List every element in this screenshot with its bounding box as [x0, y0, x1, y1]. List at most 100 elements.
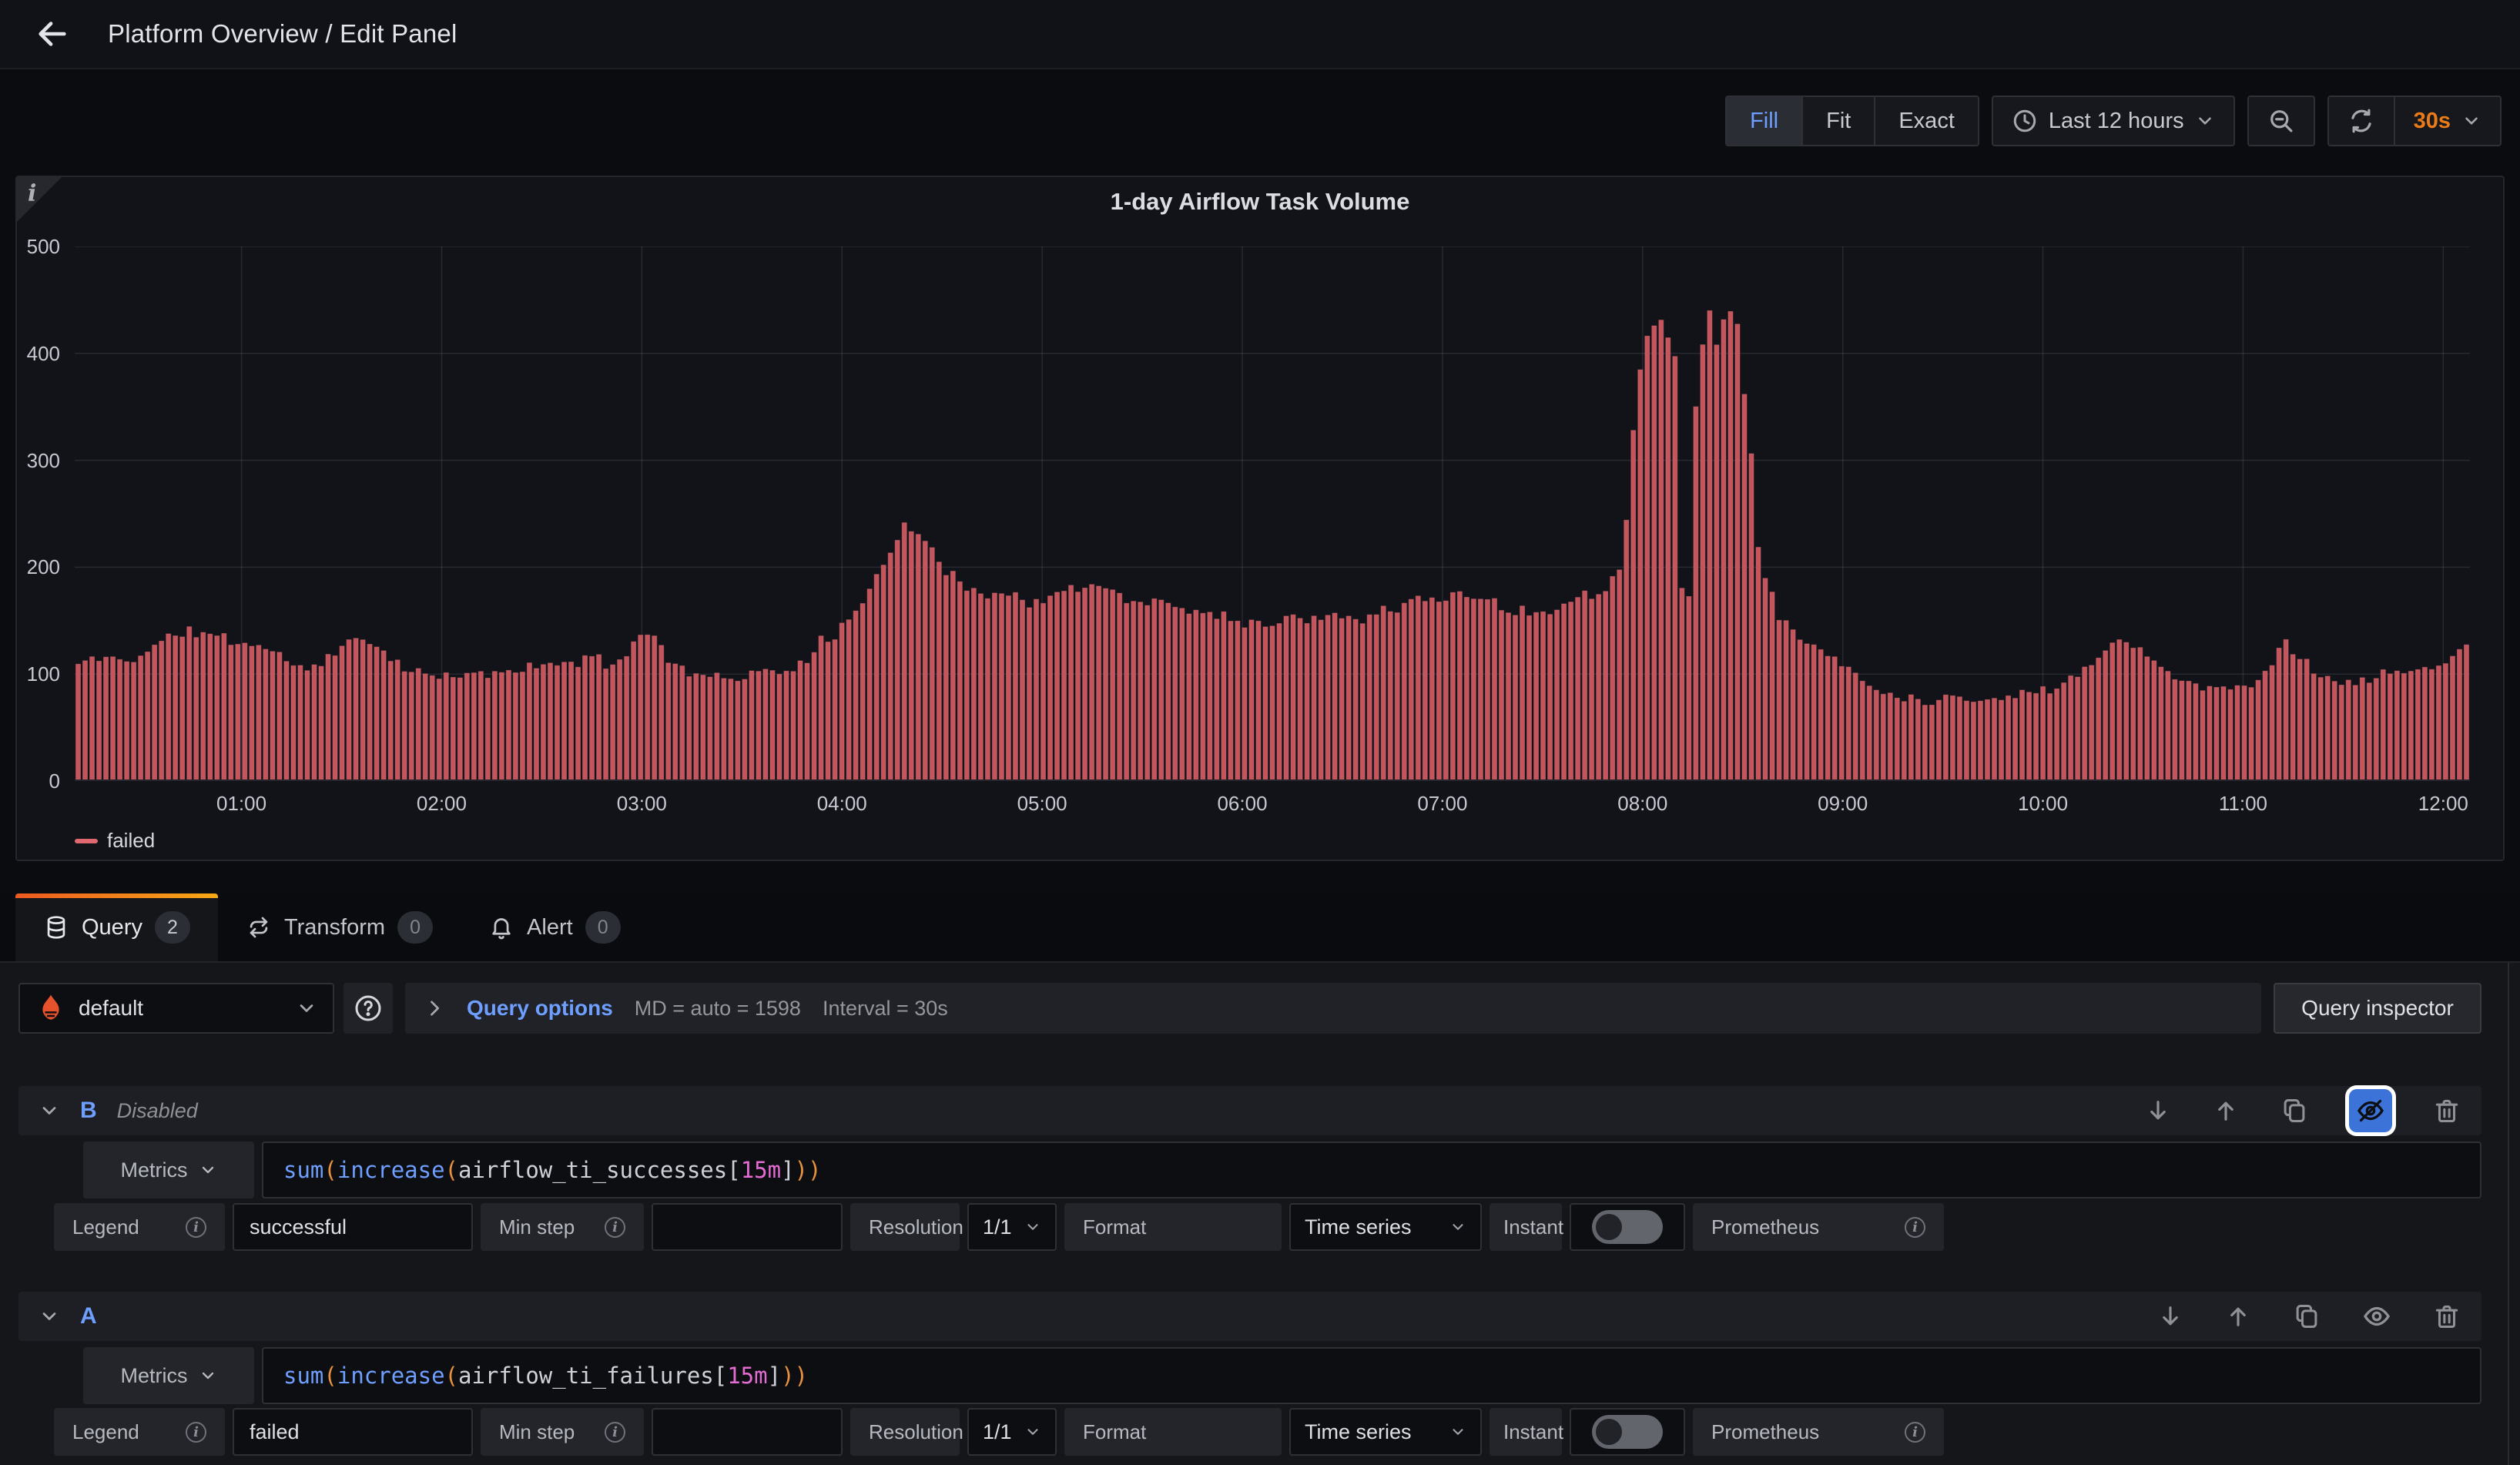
arrow-down-icon — [2144, 1097, 2172, 1125]
copy-icon — [2292, 1302, 2321, 1331]
metrics-label: Metrics — [121, 1364, 188, 1388]
token: ( — [323, 1157, 337, 1183]
query-a-metrics-selector[interactable]: Metrics — [83, 1347, 254, 1404]
arrow-down-icon — [2156, 1302, 2184, 1330]
info-icon: i — [605, 1422, 625, 1443]
move-down-button[interactable] — [2144, 1097, 2172, 1125]
y-tick-label: 500 — [17, 235, 60, 259]
query-inspector-button[interactable]: Query inspector — [2274, 983, 2481, 1034]
tab-transform-count: 0 — [397, 911, 433, 944]
y-tick-label: 200 — [17, 555, 60, 579]
fit-button[interactable]: Fit — [1801, 97, 1874, 145]
copy-icon — [2280, 1096, 2309, 1125]
format-select[interactable]: Time series — [1289, 1408, 1482, 1456]
query-ref-a: A — [80, 1303, 97, 1329]
query-options-strip: Query options MD = auto = 1598 Interval … — [405, 983, 2261, 1034]
duplicate-query-button[interactable] — [2280, 1096, 2309, 1125]
instant-toggle[interactable] — [1570, 1408, 1685, 1456]
scrollbar-track[interactable] — [2508, 963, 2509, 1465]
delete-query-button[interactable] — [2432, 1302, 2461, 1331]
query-editor-section: default Query options MD = auto = 1598 I… — [0, 963, 2520, 1465]
chevron-down-icon — [199, 1161, 217, 1179]
duplicate-query-button[interactable] — [2292, 1302, 2321, 1331]
zoom-out-button[interactable] — [2249, 97, 2314, 145]
token: airflow_ti_successes — [458, 1157, 727, 1183]
resolution-field-label: Resolution — [850, 1203, 960, 1251]
move-up-button[interactable] — [2224, 1302, 2252, 1330]
toggle-visibility-button[interactable] — [2361, 1301, 2392, 1332]
datasource-field-label: Prometheusi — [1693, 1203, 1944, 1251]
trash-icon — [2432, 1302, 2461, 1331]
query-row-b-header[interactable]: B Disabled — [18, 1086, 2481, 1135]
token: 15m — [741, 1157, 781, 1183]
refresh-button[interactable] — [2329, 97, 2394, 145]
arrow-up-icon — [2224, 1302, 2252, 1330]
tab-transform[interactable]: Transform 0 — [218, 893, 461, 961]
info-icon: i — [1905, 1217, 1925, 1238]
bell-icon — [488, 914, 514, 940]
query-a-expression-row: Metrics sum(increase(airflow_ti_failures… — [83, 1347, 2481, 1404]
legend-input[interactable] — [233, 1408, 473, 1456]
token: increase — [337, 1157, 445, 1183]
refresh-interval-label: 30s — [2414, 109, 2451, 134]
x-tick-label: 04:00 — [796, 792, 888, 816]
back-button[interactable] — [31, 12, 74, 55]
tab-alert[interactable]: Alert 0 — [461, 893, 648, 961]
format-field-label: Format — [1064, 1203, 1282, 1251]
toggle-visibility-button-disabled[interactable] — [2349, 1089, 2392, 1132]
series-bars — [76, 310, 2469, 781]
time-range-picker[interactable]: Last 12 hours — [1993, 97, 2233, 145]
token: sum — [283, 1363, 323, 1389]
x-tick-label: 11:00 — [2197, 792, 2289, 816]
chevron-down-icon — [2461, 111, 2481, 131]
query-b-metrics-selector[interactable]: Metrics — [83, 1141, 254, 1198]
chevron-right-icon[interactable] — [424, 997, 445, 1019]
token: sum — [283, 1157, 323, 1183]
delete-query-button[interactable] — [2432, 1096, 2461, 1125]
prometheus-icon — [35, 993, 66, 1024]
query-b-options-row: Legendi Min stepi Resolution 1/1 Format … — [54, 1203, 1944, 1251]
instant-field-label: Instant — [1490, 1203, 1562, 1251]
x-tick-label: 03:00 — [595, 792, 688, 816]
top-nav: Platform Overview / Edit Panel — [0, 0, 2520, 69]
move-down-button[interactable] — [2156, 1302, 2184, 1330]
bar-chart — [75, 246, 2470, 781]
label-text: Resolution — [869, 1420, 963, 1444]
query-b-expression-input[interactable]: sum(increase(airflow_ti_successes[15m])) — [262, 1141, 2481, 1198]
query-a-expression-input[interactable]: sum(increase(airflow_ti_failures[15m])) — [262, 1347, 2481, 1404]
label-text: Prometheus — [1711, 1420, 1891, 1444]
refresh-interval-picker[interactable]: 30s — [2394, 97, 2500, 145]
chevron-down-icon — [1024, 1219, 1041, 1235]
min-step-input[interactable] — [652, 1408, 843, 1456]
transform-icon — [246, 914, 272, 940]
move-up-button[interactable] — [2212, 1097, 2240, 1125]
x-tick-label: 07:00 — [1396, 792, 1489, 816]
tab-query[interactable]: Query 2 — [15, 893, 218, 961]
resolution-select[interactable]: 1/1 — [967, 1408, 1057, 1456]
label-text: Legend — [72, 1215, 172, 1239]
format-select[interactable]: Time series — [1289, 1203, 1482, 1251]
chart-plot-area[interactable] — [75, 246, 2470, 781]
x-tick-label: 02:00 — [395, 792, 488, 816]
min-step-input[interactable] — [652, 1203, 843, 1251]
collapse-chevron-icon[interactable] — [39, 1100, 60, 1121]
datasource-picker[interactable]: default — [18, 983, 334, 1034]
exact-button[interactable]: Exact — [1874, 97, 1978, 145]
datasource-help-button[interactable] — [343, 983, 393, 1034]
legend-input[interactable] — [233, 1203, 473, 1251]
legend-item-failed[interactable]: failed — [75, 829, 155, 853]
resolution-select[interactable]: 1/1 — [967, 1203, 1057, 1251]
fill-button[interactable]: Fill — [1727, 97, 1801, 145]
panel-toolbar: Fill Fit Exact Last 12 hours 30s — [1725, 96, 2502, 146]
y-tick-label: 100 — [17, 662, 60, 686]
chevron-down-icon — [2195, 111, 2215, 131]
collapse-chevron-icon[interactable] — [39, 1306, 60, 1327]
x-tick-label: 10:00 — [1997, 792, 2089, 816]
legend-swatch — [75, 839, 98, 843]
instant-toggle[interactable] — [1570, 1203, 1685, 1251]
query-options-link[interactable]: Query options — [467, 996, 613, 1021]
query-b-actions — [2144, 1089, 2461, 1132]
resolution-field-label: Resolution — [850, 1408, 960, 1456]
query-row-a-header[interactable]: A — [18, 1292, 2481, 1341]
x-tick-label: 12:00 — [2397, 792, 2489, 816]
